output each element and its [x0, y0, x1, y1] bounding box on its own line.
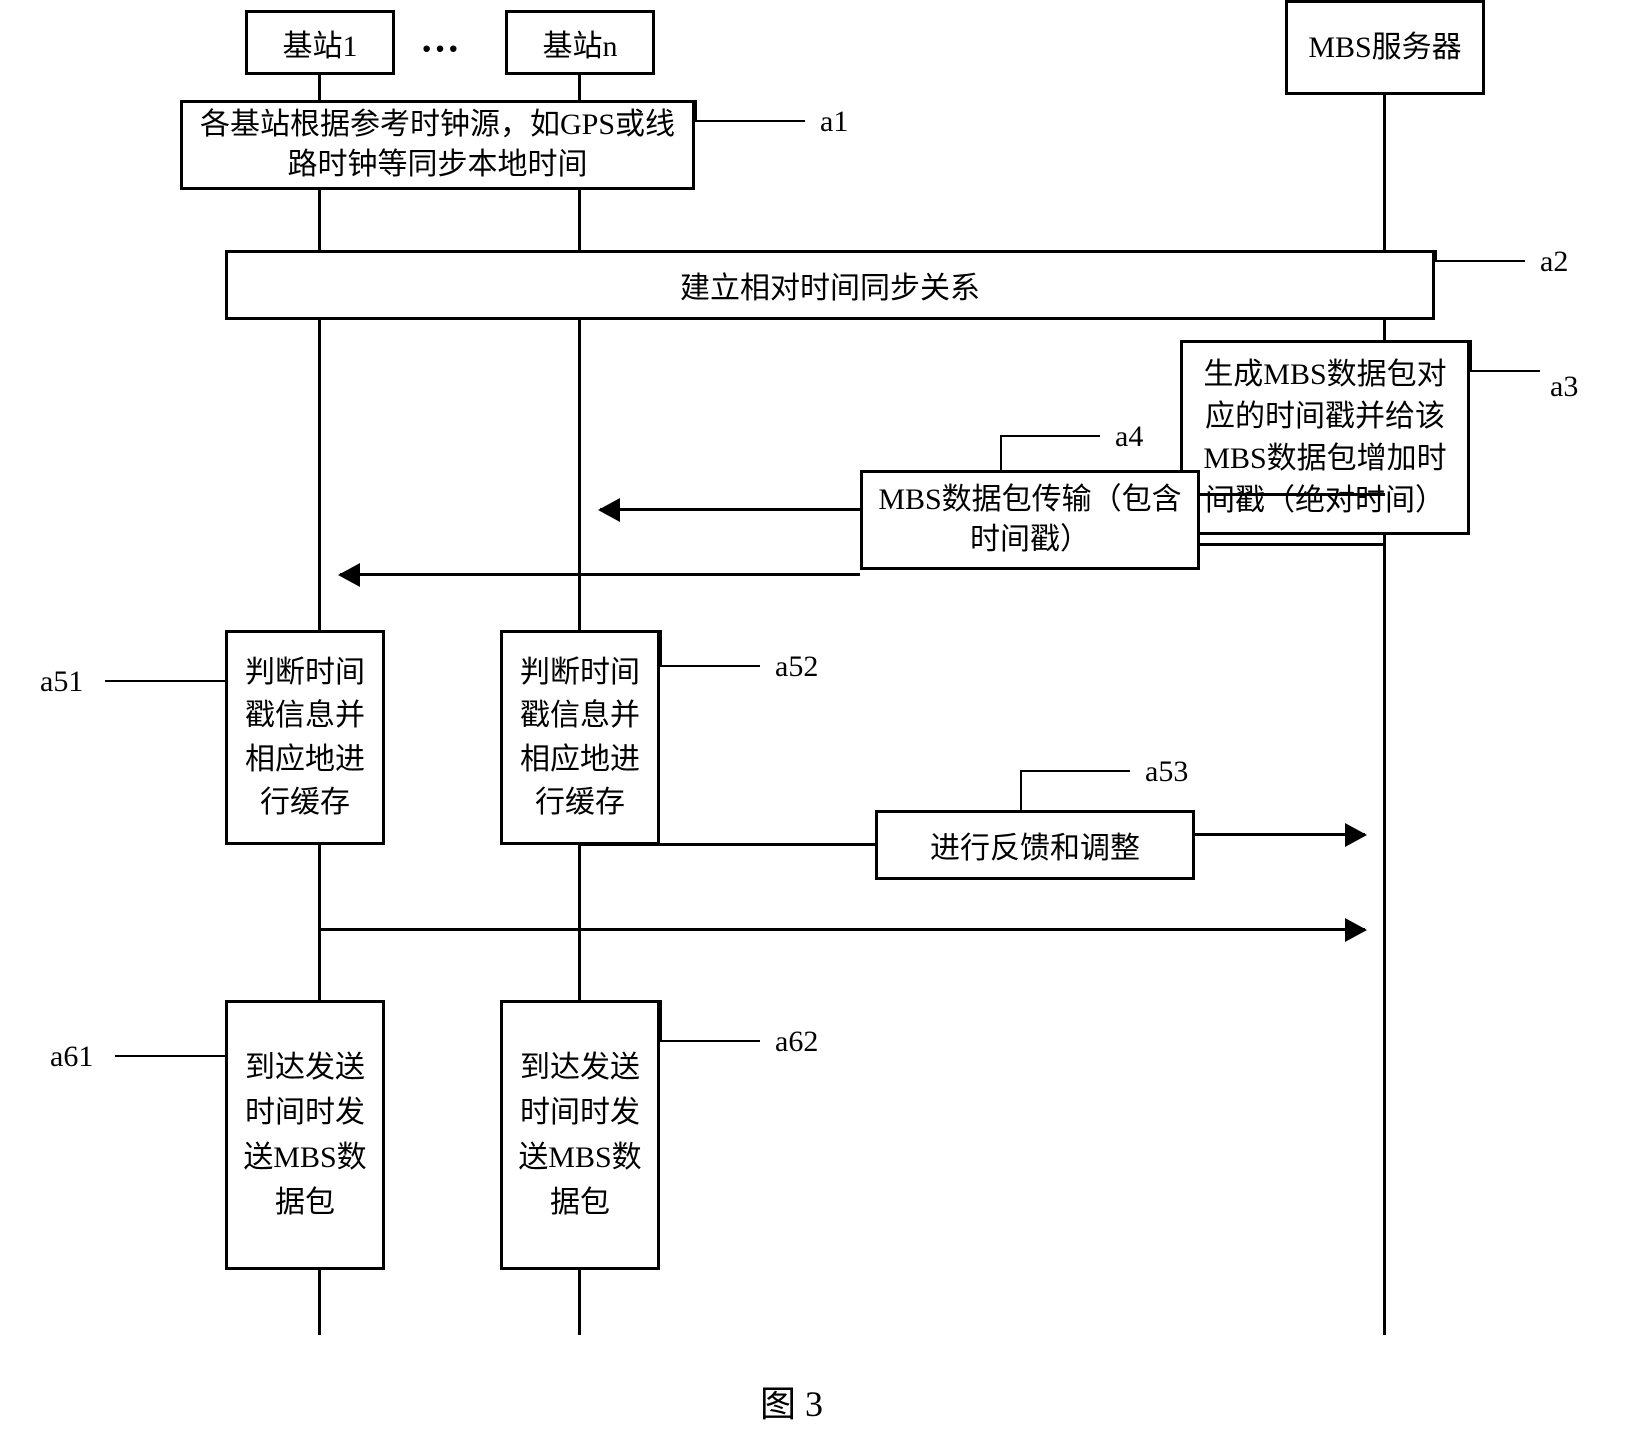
node-a3: 生成MBS数据包对应的时间戳并给该MBS数据包增加时间戳（绝对时间） [1180, 340, 1470, 535]
leader-a61-v [225, 1000, 227, 1057]
leader-a2-h [1435, 260, 1525, 262]
node-a1-text: 各基站根据参考时钟源，如GPS或线路时钟等同步本地时间 [191, 105, 684, 186]
node-a4: MBS数据包传输（包含时间戳） [860, 470, 1200, 570]
node-a4-text: MBS数据包传输（包含时间戳） [871, 480, 1189, 561]
node-server: MBS服务器 [1285, 0, 1485, 95]
node-a62-text: 到达发送时间时发送MBS数据包 [511, 1045, 649, 1225]
arrow-a4-bs1 [340, 573, 860, 576]
node-a52-text: 判断时间戳信息并相应地进行缓存 [511, 651, 649, 825]
figure-caption: 图 3 [760, 1375, 823, 1427]
line-into-a53 [580, 843, 875, 846]
arrow-server-a4-top [1200, 493, 1385, 496]
node-server-text: MBS服务器 [1308, 28, 1461, 67]
leader-a52-v [660, 630, 662, 667]
label-a2: a2 [1540, 245, 1568, 279]
node-bsn: 基站n [505, 10, 655, 75]
node-bs1: 基站1 [245, 10, 395, 75]
node-a61: 到达发送时间时发送MBS数据包 [225, 1000, 385, 1270]
arrow-server-a4-bot [1200, 543, 1385, 546]
leader-a2-v [1435, 250, 1437, 262]
node-a1: 各基站根据参考时钟源，如GPS或线路时钟等同步本地时间 [180, 100, 695, 190]
leader-a51-h [105, 680, 225, 682]
node-a62: 到达发送时间时发送MBS数据包 [500, 1000, 660, 1270]
leader-a53-h [1020, 770, 1130, 772]
label-a61: a61 [50, 1040, 93, 1074]
node-a52: 判断时间戳信息并相应地进行缓存 [500, 630, 660, 845]
node-bsn-text: 基站n [543, 21, 618, 65]
label-a52: a52 [775, 650, 818, 684]
node-a2: 建立相对时间同步关系 [225, 250, 1435, 320]
arrow-feedback-bot [320, 928, 1365, 931]
leader-a3-v [1470, 340, 1472, 372]
node-a51-text: 判断时间戳信息并相应地进行缓存 [236, 651, 374, 825]
dots: ··· [420, 25, 460, 72]
node-a3-text: 生成MBS数据包对应的时间戳并给该MBS数据包增加时间戳（绝对时间） [1191, 354, 1459, 522]
arrow-a4-bsn [600, 508, 860, 511]
leader-a1-h [695, 120, 805, 122]
node-a61-text: 到达发送时间时发送MBS数据包 [236, 1045, 374, 1225]
node-bs1-text: 基站1 [283, 21, 358, 65]
arrow-a53-server-top [1195, 833, 1365, 836]
label-a51: a51 [40, 665, 83, 699]
node-a2-text: 建立相对时间同步关系 [680, 263, 980, 307]
node-a53-text: 进行反馈和调整 [930, 823, 1140, 867]
leader-a53-v [1020, 770, 1022, 810]
leader-a51-v [225, 630, 227, 682]
node-a53: 进行反馈和调整 [875, 810, 1195, 880]
leader-a52-h [660, 665, 760, 667]
leader-a3-h [1470, 370, 1540, 372]
label-a53: a53 [1145, 755, 1188, 789]
label-a1: a1 [820, 105, 848, 139]
label-a4: a4 [1115, 420, 1143, 454]
label-a3: a3 [1550, 370, 1578, 404]
leader-a4-h [1000, 435, 1100, 437]
leader-a4-v [1000, 435, 1002, 470]
label-a62: a62 [775, 1025, 818, 1059]
node-a51: 判断时间戳信息并相应地进行缓存 [225, 630, 385, 845]
leader-a62-v [660, 1000, 662, 1042]
leader-a62-h [660, 1040, 760, 1042]
leader-a1-v [695, 100, 697, 122]
leader-a61-h [115, 1055, 225, 1057]
